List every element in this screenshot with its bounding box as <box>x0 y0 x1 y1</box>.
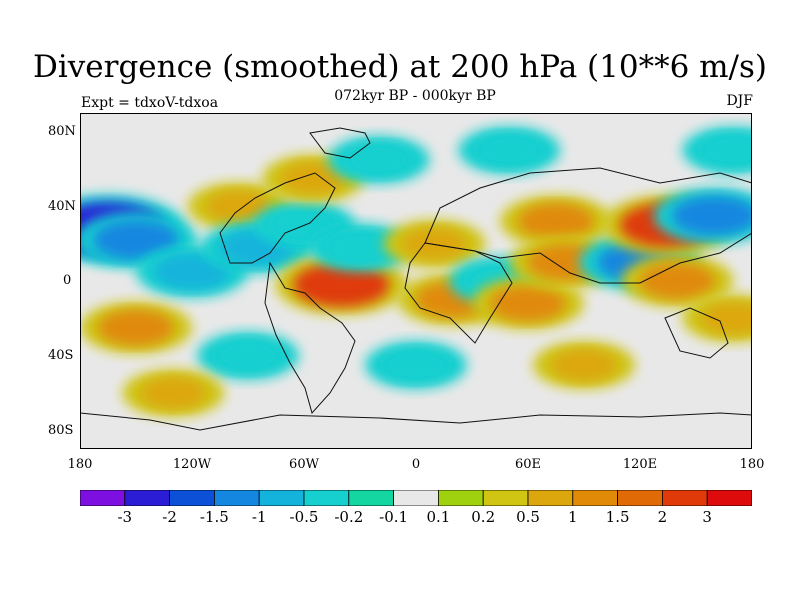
field-blob <box>700 302 752 335</box>
xtick-label: 180 <box>739 457 765 472</box>
xtick-label: 120W <box>172 457 212 472</box>
field-blob <box>345 143 412 176</box>
field-blob <box>293 262 390 307</box>
colorbar-label: -0.5 <box>289 508 319 526</box>
field-blob <box>518 203 594 240</box>
colorbar-label: 0.2 <box>471 508 496 526</box>
colorbar-swatch <box>213 490 260 506</box>
field-blob <box>215 339 281 372</box>
field-blob <box>401 227 468 260</box>
colorbar-label: 2 <box>657 508 668 526</box>
field-blob <box>154 253 230 290</box>
field-blob <box>490 285 566 322</box>
field-blob <box>700 134 752 167</box>
ytick-label: 0 <box>63 273 72 288</box>
coast-south-america <box>264 261 356 415</box>
xtick-label: 180 <box>67 457 93 472</box>
coastlines <box>80 127 752 431</box>
colorbar-swatch <box>572 490 618 506</box>
field-layer <box>80 126 752 417</box>
colorbar-label: -1.5 <box>199 508 229 526</box>
coast-antarctica <box>80 412 752 431</box>
ytick-label: 80S <box>48 423 74 438</box>
colorbar-label: -3 <box>117 508 133 526</box>
experiment-label: Expt = tdxoV-tdxoa <box>81 95 219 111</box>
plot-title: Divergence (smoothed) at 200 hPa (10**6 … <box>33 49 767 85</box>
field-blob <box>280 162 347 195</box>
field-blob <box>140 377 207 409</box>
colorbar-label: 0.1 <box>426 508 451 526</box>
colorbar-label: -0.1 <box>379 508 409 526</box>
colorbar-swatch <box>169 490 215 506</box>
xtick-label: 60W <box>289 457 319 472</box>
colorbar-swatch <box>662 490 708 506</box>
colorbar-swatch <box>124 490 170 506</box>
colorbar-swatch <box>80 490 126 506</box>
colorbar-swatch <box>706 490 752 506</box>
plot-subtitle: 072kyr BP - 000kyr BP <box>334 88 496 104</box>
colorbar-label: 3 <box>702 508 712 526</box>
colorbar-swatch <box>258 490 305 506</box>
colorbar-label: -0.2 <box>334 508 364 526</box>
ytick-label: 40N <box>48 199 76 214</box>
colorbar-swatch <box>482 490 529 506</box>
colorbar-label: 0.5 <box>516 508 540 526</box>
field-blob <box>551 349 617 381</box>
colorbar-label: -2 <box>162 508 177 526</box>
colorbar-swatch <box>617 490 663 506</box>
field-blob <box>93 219 179 260</box>
colorbar-swatch <box>527 490 574 506</box>
colorbar-swatch <box>437 490 484 506</box>
colorbar-label: 1 <box>568 508 578 526</box>
xtick-label: 120E <box>622 457 658 472</box>
ytick-label: 40S <box>48 348 74 363</box>
coast-greenland <box>309 127 371 159</box>
colorbar-label: 1.5 <box>605 508 630 526</box>
season-label: DJF <box>726 93 753 109</box>
divergence-map <box>80 113 752 449</box>
field-blob <box>476 134 543 167</box>
colorbar-swatch <box>348 490 394 506</box>
xtick-label: 0 <box>411 457 421 472</box>
field-blob <box>671 195 752 236</box>
field-blob <box>639 263 716 299</box>
field-blob <box>98 309 174 346</box>
xtick-label: 60E <box>514 457 542 472</box>
coast-north-america <box>219 172 336 264</box>
colorbar <box>80 490 752 506</box>
coast-eurasia <box>424 167 752 284</box>
field-blob <box>327 231 393 264</box>
colorbar-swatch <box>303 490 350 506</box>
colorbar-label: -1 <box>251 508 267 526</box>
coast-australia <box>664 307 729 359</box>
map-frame <box>80 113 752 449</box>
field-blob <box>383 349 449 381</box>
ytick-label: 80N <box>48 124 76 139</box>
colorbar-swatch <box>393 490 439 506</box>
coast-africa <box>404 242 513 344</box>
